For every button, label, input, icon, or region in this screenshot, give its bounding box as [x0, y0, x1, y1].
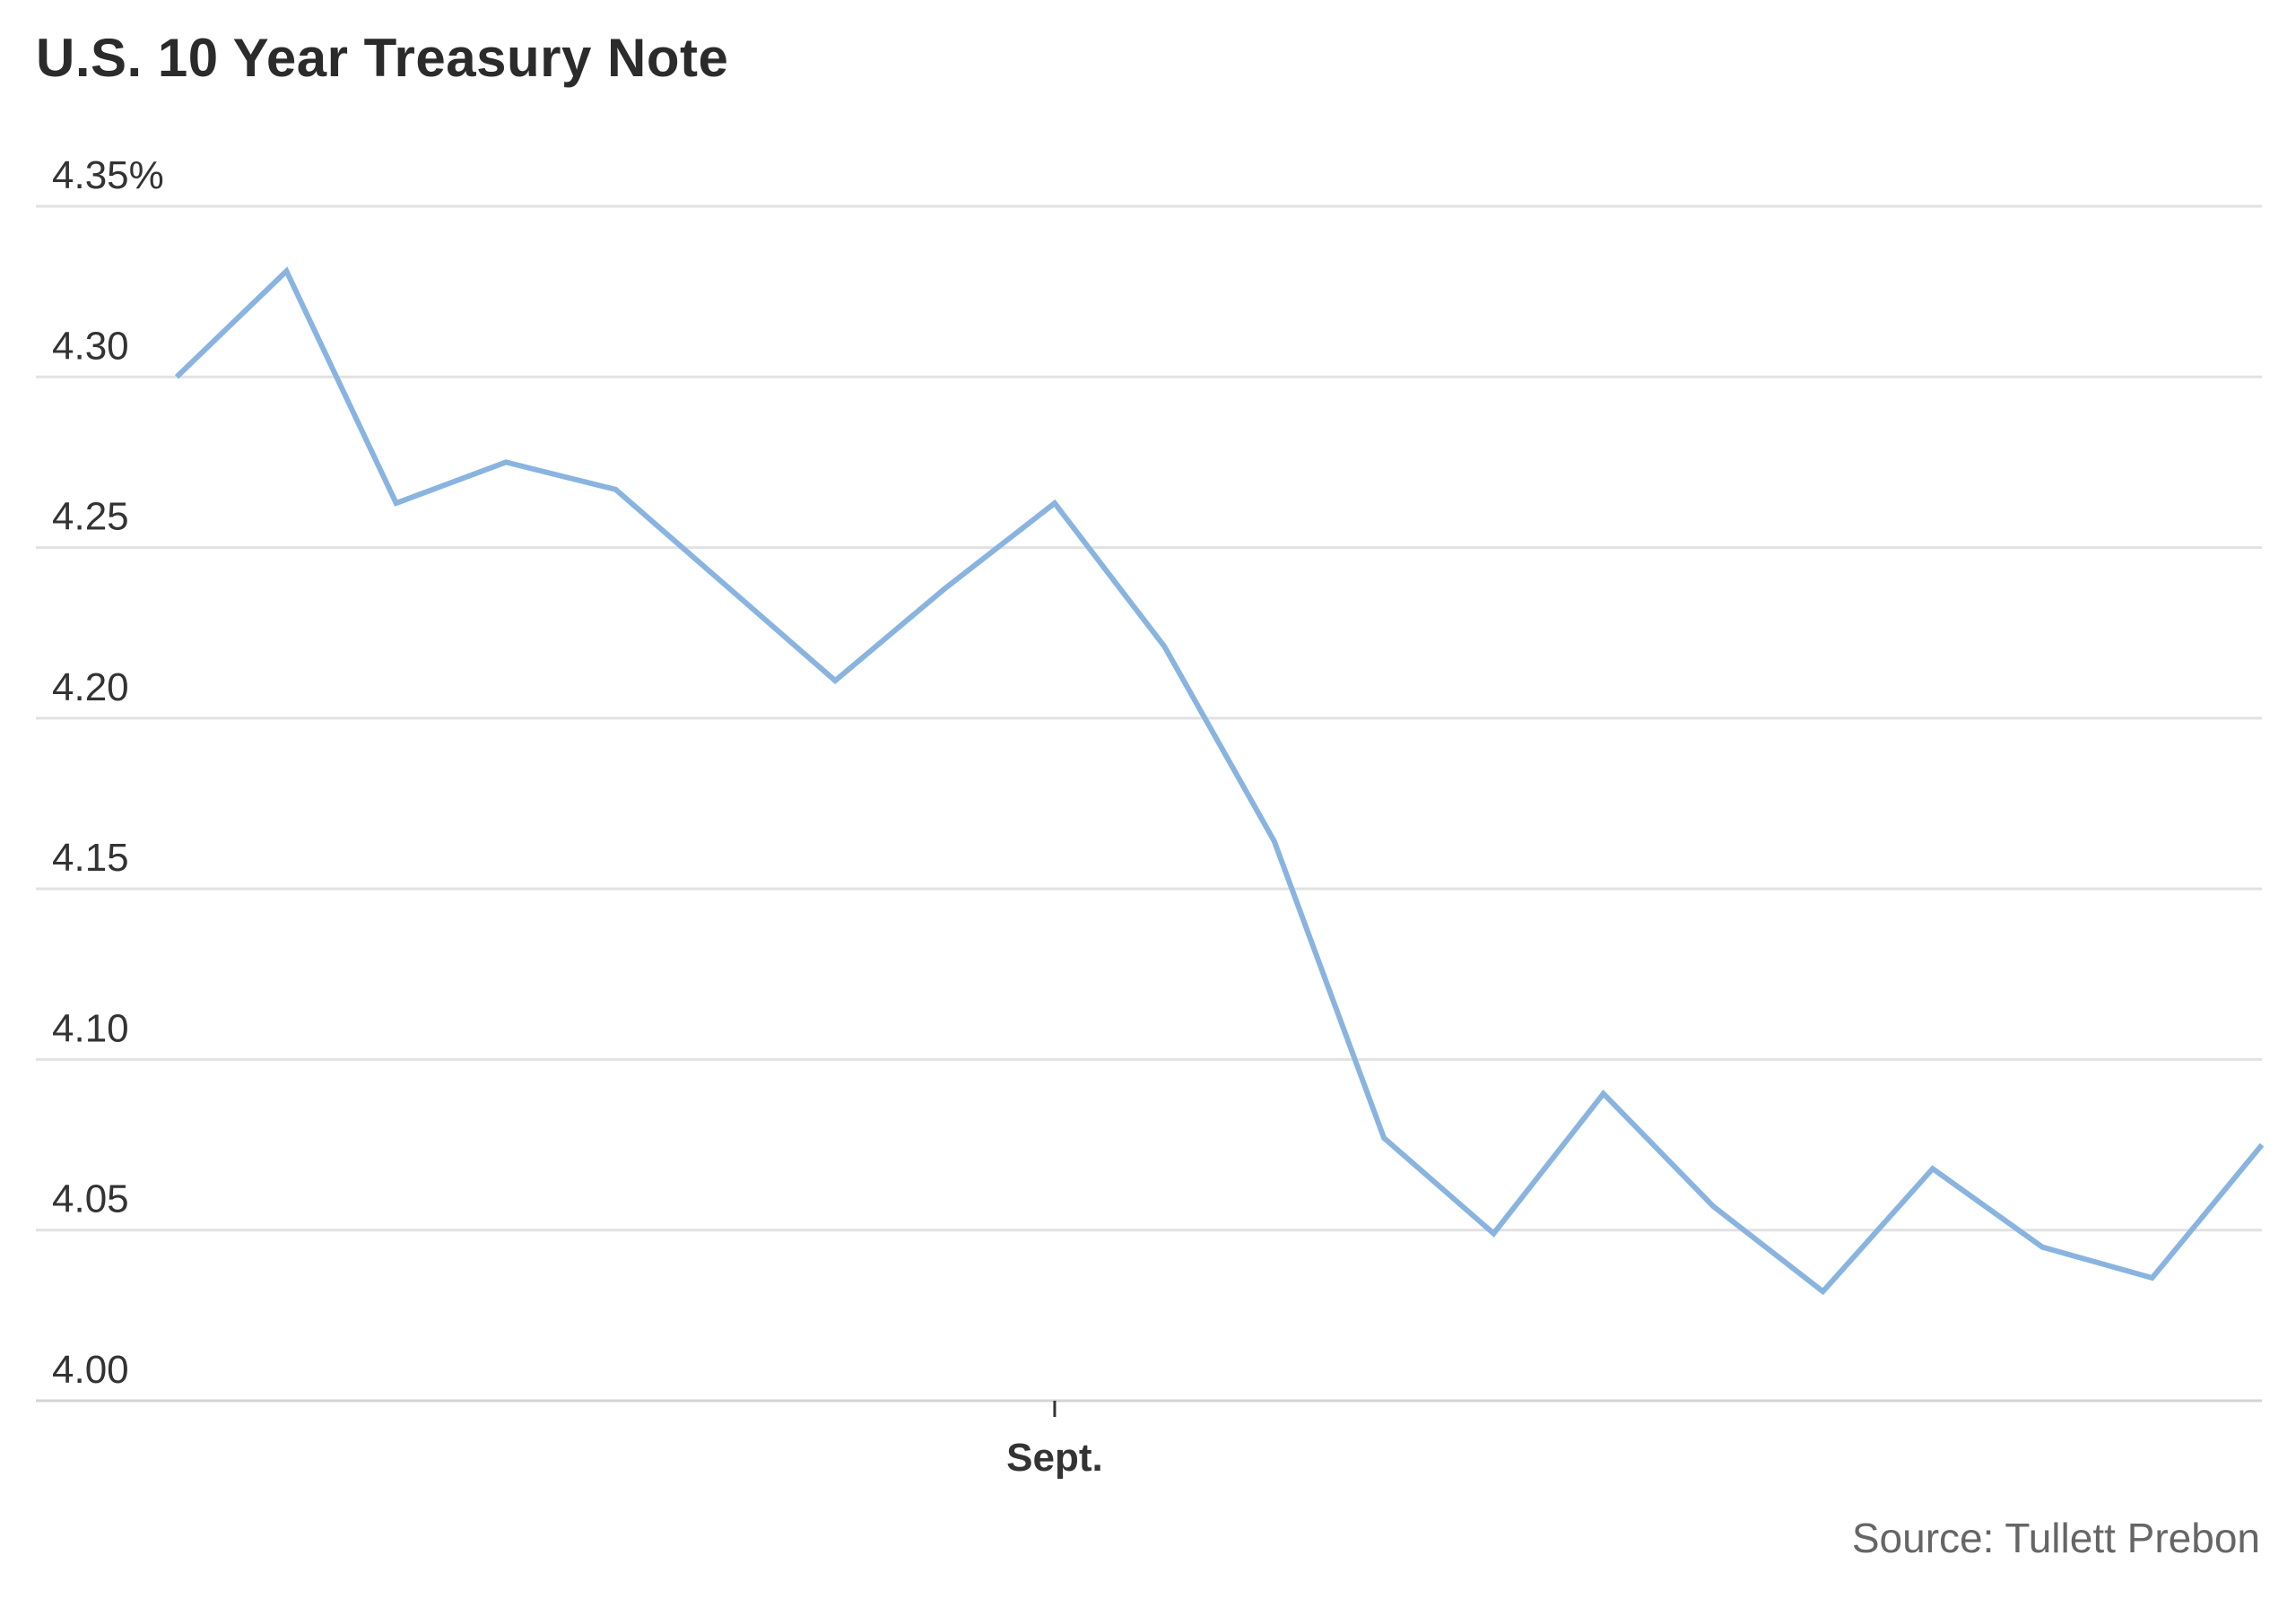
- y-tick-label: 4.30: [52, 324, 129, 368]
- y-tick-label: 4.10: [52, 1006, 129, 1050]
- series-layer: [174, 266, 2265, 1296]
- y-tick-label: 4.00: [52, 1348, 129, 1392]
- y-tick-label: 4.35%: [52, 153, 164, 197]
- y-tick-label: 4.05: [52, 1177, 129, 1221]
- x-tick-label: Sept.: [1006, 1436, 1103, 1480]
- y-tick-label: 4.25: [52, 495, 129, 539]
- y-tick-label: 4.20: [52, 665, 129, 709]
- x-axis: Sept.: [1006, 1401, 1103, 1480]
- series-line-0: [174, 266, 2265, 1296]
- chart-title: U.S. 10 Year Treasury Note: [36, 28, 729, 88]
- y-tick-label: 4.15: [52, 836, 129, 880]
- grid-layer: [36, 204, 2262, 1403]
- y-axis-labels: 4.35% 4.30 4.25 4.20 4.15 4.10 4.05 4.00: [52, 153, 164, 1392]
- source-note: Source: Tullett Prebon: [1851, 1515, 2260, 1561]
